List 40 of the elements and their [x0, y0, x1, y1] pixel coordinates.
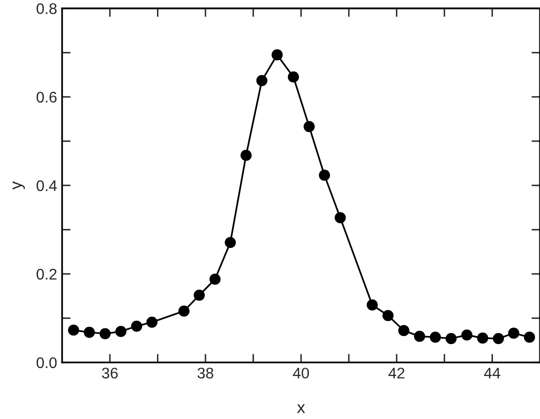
x-tick-label: 44: [484, 368, 500, 378]
y-axis-title: y: [12, 181, 25, 190]
point: [430, 332, 441, 343]
point: [131, 320, 142, 332]
y-tick-label: 0.4: [36, 180, 57, 192]
point: [304, 120, 315, 132]
y-tick-label: 0.2: [36, 268, 56, 280]
point: [414, 330, 426, 342]
x-tick-label: 40: [292, 368, 309, 379]
point: [288, 71, 299, 83]
point: [272, 49, 283, 60]
y-tick-label: 0.0: [36, 357, 57, 368]
point: [100, 328, 111, 340]
y-tick-label: 0.8: [36, 3, 57, 14]
point: [461, 329, 472, 341]
point: [334, 212, 346, 224]
point: [398, 325, 410, 336]
point: [492, 332, 504, 344]
point: [240, 150, 252, 161]
point: [446, 332, 457, 344]
point: [209, 274, 221, 285]
point: [382, 310, 394, 322]
point: [178, 306, 190, 317]
point: [68, 324, 80, 336]
point: [318, 170, 330, 181]
point: [84, 326, 95, 338]
x-tick-label: 38: [198, 368, 214, 379]
point: [194, 290, 205, 301]
point: [366, 299, 378, 310]
point: [524, 332, 536, 343]
x-tick-label: 42: [388, 368, 404, 378]
point: [224, 236, 236, 248]
point: [508, 328, 520, 339]
x-axis-title: x: [297, 404, 306, 414]
point: [256, 74, 268, 86]
y-tick-label: 0.6: [36, 92, 57, 103]
x-tick-label: 36: [102, 368, 118, 379]
point: [115, 326, 126, 338]
point: [477, 332, 488, 344]
point: [146, 316, 158, 328]
